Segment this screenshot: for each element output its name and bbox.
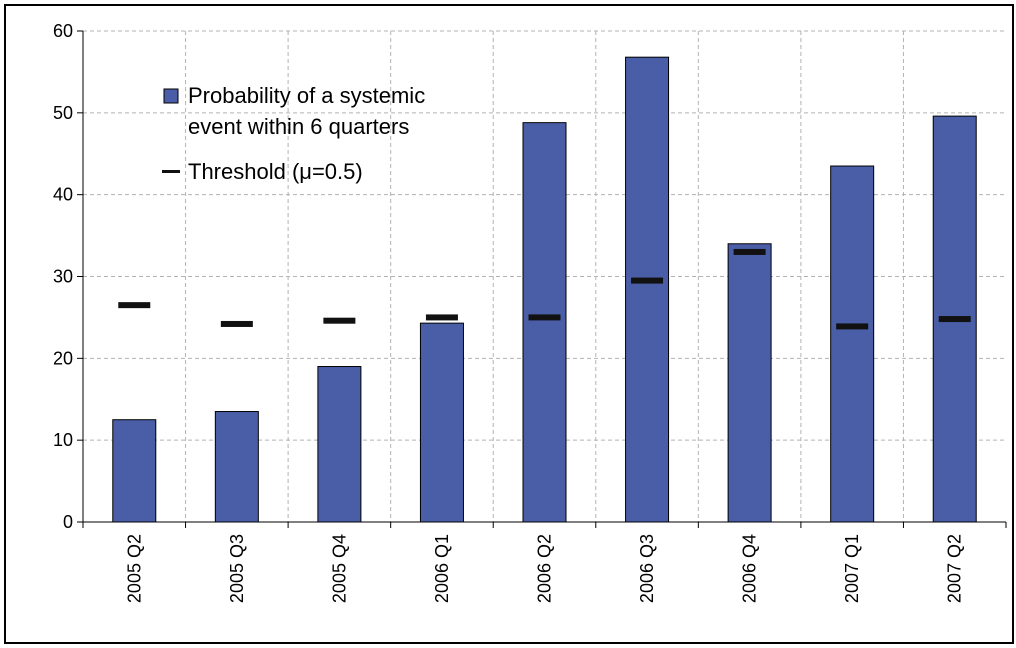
legend-threshold-label: Threshold (μ=0.5) xyxy=(188,159,363,184)
y-tick-label: 60 xyxy=(53,21,73,41)
x-tick-label: 2005 Q4 xyxy=(329,534,349,603)
gridlines xyxy=(83,30,1006,522)
y-tick-label: 50 xyxy=(53,103,73,123)
threshold-marker xyxy=(631,277,664,284)
bar xyxy=(317,366,362,523)
threshold-series xyxy=(118,248,971,330)
x-tick-label: 2006 Q2 xyxy=(535,534,555,603)
bar xyxy=(522,122,567,523)
x-tick-label: 2005 Q2 xyxy=(124,534,144,603)
x-tick-label: 2007 Q1 xyxy=(842,534,862,603)
threshold-marker xyxy=(836,323,869,330)
bar xyxy=(625,56,670,523)
y-tick-label: 0 xyxy=(63,512,73,532)
bar xyxy=(830,165,875,523)
x-tick-label: 2006 Q1 xyxy=(432,534,452,603)
legend-bar-label-line1: Probability of a systemic xyxy=(188,83,425,108)
y-tick-label: 40 xyxy=(53,185,73,205)
y-tick-label: 30 xyxy=(53,267,73,287)
bar xyxy=(214,411,259,523)
y-tick-label: 20 xyxy=(53,348,73,368)
x-tick-label: 2006 Q3 xyxy=(637,534,657,603)
threshold-marker xyxy=(528,314,561,321)
x-tick-label: 2006 Q4 xyxy=(740,534,760,603)
threshold-marker xyxy=(425,314,458,321)
legend-bar-swatch xyxy=(163,88,179,104)
legend-threshold-swatch xyxy=(162,170,180,173)
threshold-marker xyxy=(733,248,766,255)
legend: Probability of a systemic event within 6… xyxy=(162,83,425,184)
axes xyxy=(77,30,1007,528)
bar xyxy=(727,243,772,523)
chart-frame xyxy=(4,4,1014,644)
bar-series xyxy=(112,56,977,523)
bar xyxy=(419,322,464,523)
y-tick-label: 10 xyxy=(53,430,73,450)
threshold-marker xyxy=(938,316,971,323)
y-tick-labels: 0 10 20 30 40 50 60 xyxy=(53,21,73,532)
threshold-marker xyxy=(323,317,356,324)
x-tick-label: 2005 Q3 xyxy=(227,534,247,603)
legend-bar-label-line2: event within 6 quarters xyxy=(188,114,409,139)
x-tick-label: 2007 Q2 xyxy=(945,534,965,603)
threshold-marker xyxy=(220,320,253,327)
x-tick-labels: 2005 Q2 2005 Q3 2005 Q4 2006 Q1 2006 Q2 2006 … xyxy=(124,534,964,603)
bar xyxy=(112,419,157,523)
threshold-marker xyxy=(118,302,151,309)
